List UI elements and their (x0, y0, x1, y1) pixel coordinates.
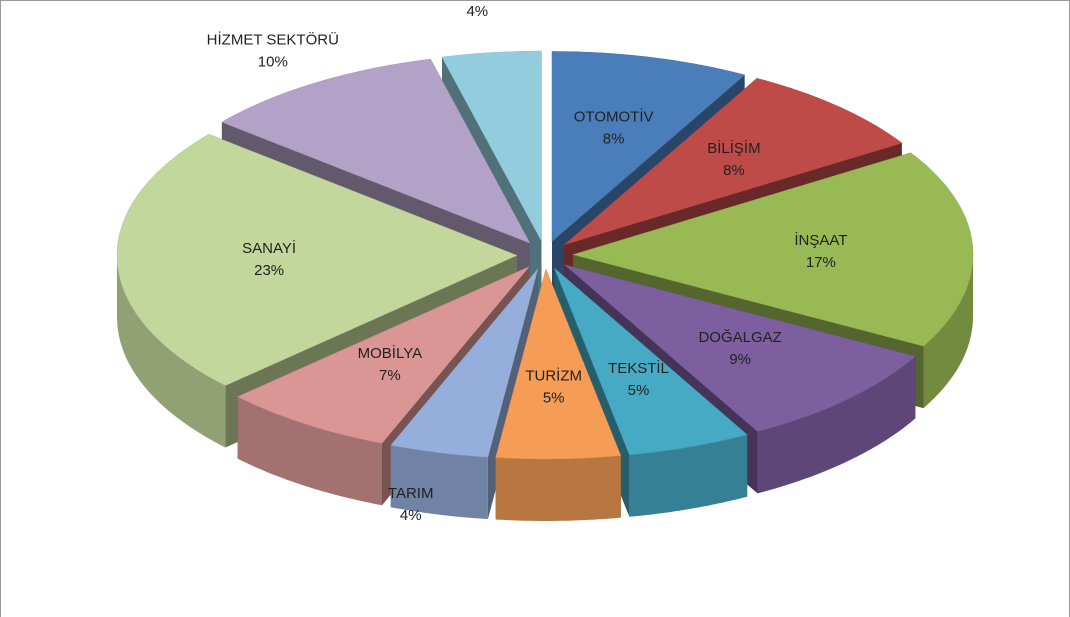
slice-label: TEKSTİL (608, 359, 669, 377)
slice-wall (923, 254, 973, 409)
slice (221, 58, 531, 244)
slice-value-label: 5% (543, 390, 565, 407)
slice (116, 134, 518, 386)
slice-wall (629, 434, 748, 517)
slice-value-label: 17% (806, 254, 836, 271)
slice-label: BİLİŞİM (707, 139, 760, 157)
slice-label: SANAYİ (242, 239, 296, 257)
slice-value-label: 8% (723, 162, 745, 179)
slice-value-label: 7% (379, 367, 401, 384)
slice (564, 264, 916, 432)
slice-wall (390, 445, 488, 520)
slice (572, 152, 974, 347)
slice-value-label: 8% (603, 130, 625, 147)
slice-label: DOĞALGAZ (698, 329, 781, 346)
slice-wall (757, 356, 916, 494)
slice (441, 50, 542, 242)
slice-label: HİZMET SEKTÖRÜ (207, 31, 339, 49)
slice-wall (495, 455, 621, 521)
slice-label: OTOMOTİV (574, 107, 654, 125)
slice-value-label: 23% (254, 262, 284, 279)
slice-value-label: 5% (628, 382, 650, 399)
slice (551, 51, 746, 242)
slice-label: TURİZM (525, 367, 582, 385)
slice (390, 268, 539, 458)
slice-label: MOBİLYA (358, 344, 422, 362)
slice-value-label: 10% (258, 54, 288, 71)
slice (495, 268, 622, 460)
slice-value-label: 9% (729, 351, 751, 368)
slice (564, 78, 903, 246)
slice (554, 268, 748, 456)
slice-label: İNŞAAT (794, 231, 847, 249)
slice-value-label: 4% (400, 507, 422, 524)
slice-wall (117, 255, 226, 448)
slice (237, 266, 530, 444)
slice-label: TARIM (388, 485, 434, 502)
slice-value-label: 4% (466, 3, 488, 20)
slice-wall (237, 396, 382, 506)
